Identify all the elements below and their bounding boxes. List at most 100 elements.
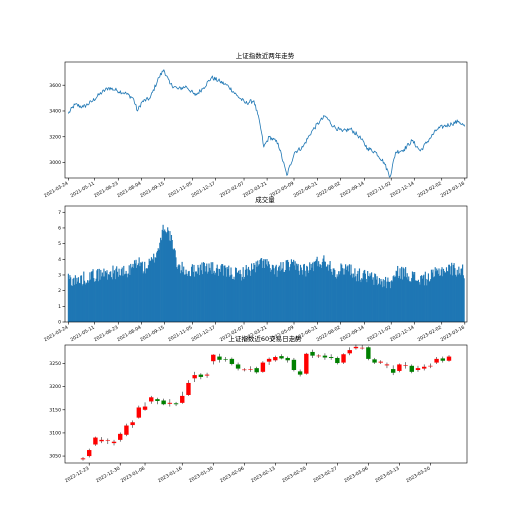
2|candle-y-tick-label: 3100 (49, 431, 61, 437)
volume-bar (176, 267, 178, 322)
volume-bar (101, 272, 103, 322)
volume-bar (417, 279, 419, 322)
candle-body-down (440, 358, 445, 361)
volume-bar (186, 273, 188, 322)
volume-bar (273, 268, 275, 322)
volume-bar (116, 271, 119, 322)
volume-bar (213, 270, 215, 322)
volume-bar (402, 267, 404, 322)
volume-bar (443, 270, 445, 322)
volume-bar (456, 269, 458, 322)
volume-bar (418, 282, 420, 322)
volume-bar (162, 224, 164, 322)
volume-bar (159, 242, 161, 322)
volume-bar (307, 273, 309, 322)
volume-bar (86, 283, 88, 322)
volume-bar (124, 273, 126, 322)
volume-bar (305, 276, 307, 322)
volume-bar (139, 266, 141, 322)
volume-bar (287, 262, 290, 322)
volume-bar (246, 268, 248, 322)
volume-bar (194, 276, 196, 322)
volume-bar (447, 271, 449, 322)
volume-bar (178, 264, 180, 322)
candle-body-down (279, 356, 284, 359)
index-line-series (67, 69, 466, 178)
volume-bar (97, 269, 99, 322)
volume-bar (177, 265, 179, 322)
volume-bar (331, 271, 333, 322)
volume-bar (306, 265, 308, 322)
volume-bar (230, 267, 232, 322)
candle-body-down (173, 403, 179, 405)
volume-bar (164, 229, 166, 322)
volume-bar (130, 268, 133, 322)
1|volume-y-tick-label: 5 (58, 241, 61, 247)
volume-bar (299, 264, 302, 322)
candle-body-up (130, 422, 135, 426)
volume-bar (287, 259, 289, 322)
candle-body-up (266, 358, 272, 362)
volume-bar (451, 262, 453, 322)
volume-bar (370, 275, 372, 322)
volume-bar (216, 264, 218, 322)
candle-body-up (446, 356, 452, 361)
volume-bar (413, 274, 415, 322)
volume-bar (461, 268, 463, 322)
candle-body-down (254, 368, 259, 373)
volume-bar (318, 266, 320, 322)
volume-bar (80, 275, 83, 322)
volume-bar (105, 272, 107, 322)
candle-body-up (273, 357, 278, 361)
candle-body-down (229, 358, 235, 364)
volume-bar (142, 273, 144, 322)
volume-bar (311, 267, 313, 322)
volume-bar (324, 261, 326, 322)
volume-bar (393, 275, 395, 322)
volume-bar (140, 262, 142, 322)
volume-bar (227, 269, 229, 322)
volume-bar (151, 258, 153, 322)
volume-bar (120, 275, 122, 322)
volume-bar (89, 272, 91, 322)
volume-bar (356, 273, 358, 322)
volume-bar (293, 259, 295, 322)
volume-bar (83, 271, 85, 322)
volume-bar (257, 265, 260, 322)
volume-bar (87, 280, 89, 322)
candle-body-up (124, 425, 129, 435)
volume-bar (155, 257, 157, 322)
candle-body-up (353, 346, 359, 349)
volume-bar (298, 270, 300, 322)
volume-bar (452, 264, 454, 322)
volume-bar (288, 270, 290, 322)
volume-bar (111, 279, 113, 322)
volume-bar (97, 281, 100, 322)
volume-bar (430, 279, 432, 322)
volume-bar (115, 268, 117, 322)
volume-bar (112, 265, 114, 322)
volume-bar (245, 265, 247, 322)
volume-bar (103, 268, 105, 322)
volume-bar (332, 268, 334, 322)
volume-bar (222, 264, 224, 322)
candle-body-up (192, 375, 197, 379)
2|candle-y-tick-label: 3250 (49, 361, 61, 367)
candle-body-up (111, 441, 117, 444)
candle-body-down (372, 359, 377, 363)
volume-bar (281, 268, 283, 322)
volume-bar (425, 278, 427, 322)
volume-bar (290, 259, 292, 322)
volume-bar (261, 258, 263, 322)
volume-bar (362, 273, 364, 322)
1|volume-y-tick-label: 6 (58, 226, 61, 232)
volume-bar (299, 274, 301, 322)
volume-bar (217, 268, 219, 322)
candle-body-down (223, 359, 228, 360)
candle-body-down (285, 357, 290, 361)
volume-bar (189, 275, 191, 322)
volume-bar (116, 266, 118, 322)
volume-bar (104, 276, 106, 322)
volume-bar (391, 281, 394, 322)
candle-body-up (415, 368, 421, 370)
